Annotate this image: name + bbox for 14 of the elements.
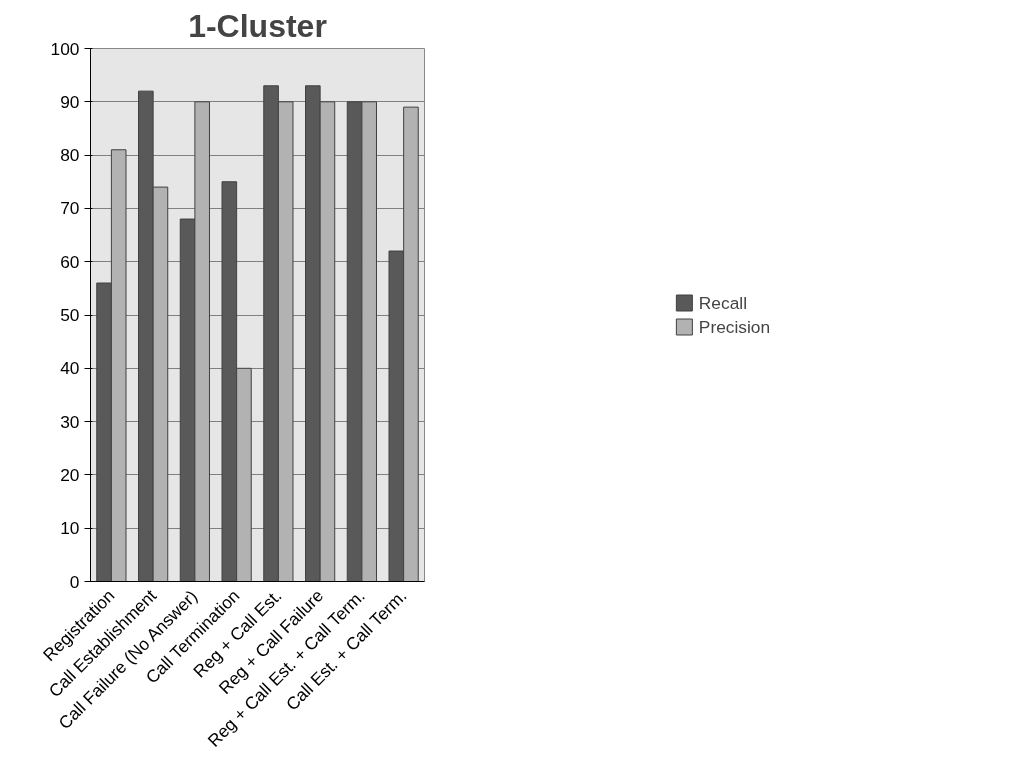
y-tick-label: 10 — [60, 518, 80, 539]
chart-title: 1-Cluster — [188, 7, 327, 44]
legend-label: Precision — [698, 316, 771, 337]
y-tick-label: 0 — [69, 571, 80, 592]
y-tick-label: 100 — [50, 38, 80, 59]
y-tick-label: 60 — [60, 251, 80, 272]
y-tick-label: 40 — [60, 358, 80, 379]
y-tick-label: 20 — [60, 464, 80, 485]
y-tick-label: 50 — [60, 305, 80, 325]
y-tick-label: 90 — [60, 91, 80, 112]
y-tick-label: 70 — [60, 198, 80, 219]
legend-label: Recall — [698, 292, 748, 313]
y-tick-label: 30 — [60, 411, 80, 432]
y-tick-label: 80 — [60, 145, 80, 166]
